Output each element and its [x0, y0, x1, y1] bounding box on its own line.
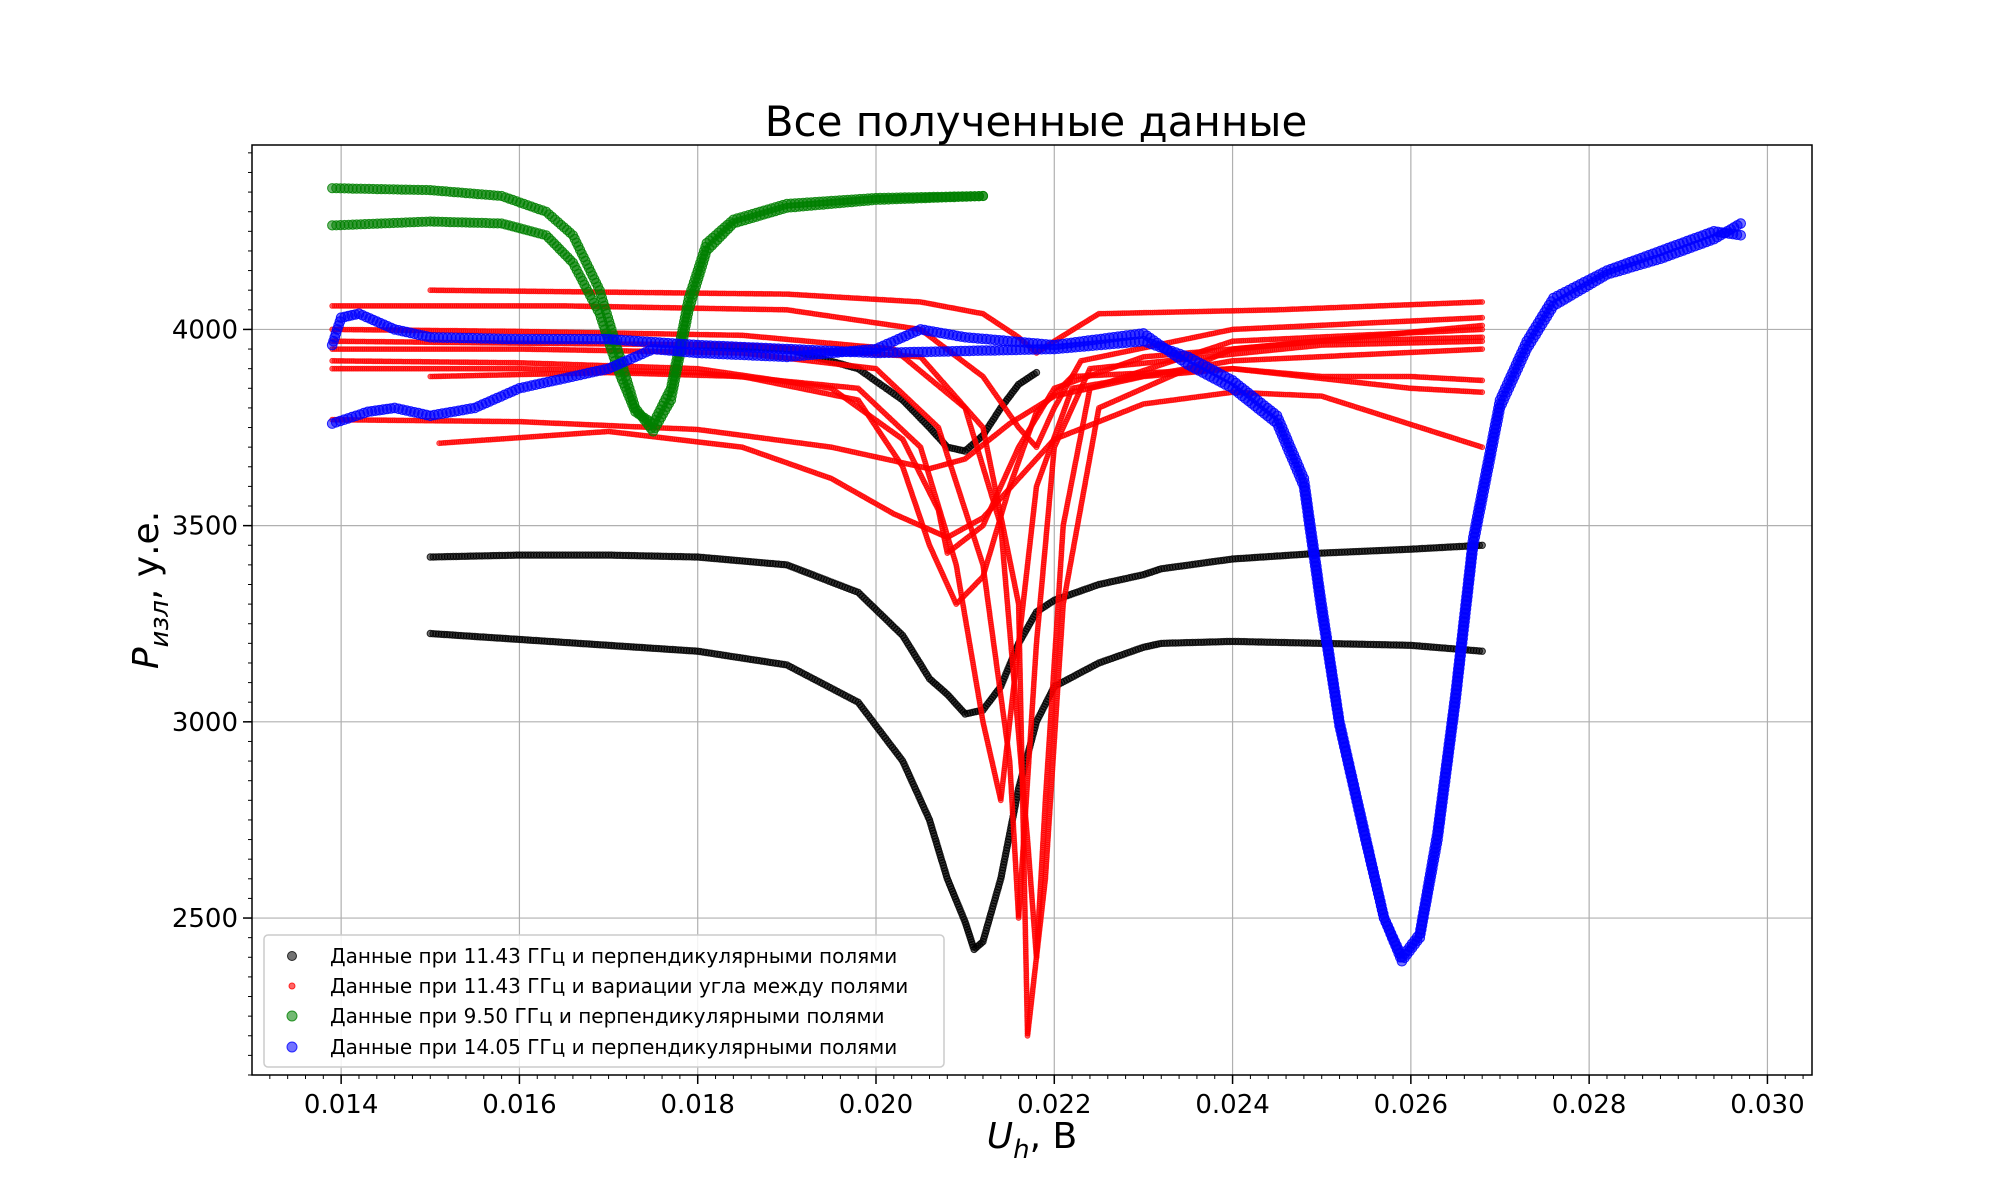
data-point — [1478, 541, 1486, 549]
data-point — [1479, 377, 1486, 384]
series-0 — [426, 341, 1486, 954]
data-point — [1032, 368, 1041, 377]
data-point — [1478, 647, 1486, 655]
plot-clip-group — [326, 183, 1746, 1039]
chart-title: Все полученные данные — [765, 97, 1308, 146]
data-point — [1479, 389, 1486, 396]
data-point — [1479, 346, 1486, 353]
series-0-curve-0 — [426, 541, 1486, 718]
data-point — [1479, 444, 1486, 451]
